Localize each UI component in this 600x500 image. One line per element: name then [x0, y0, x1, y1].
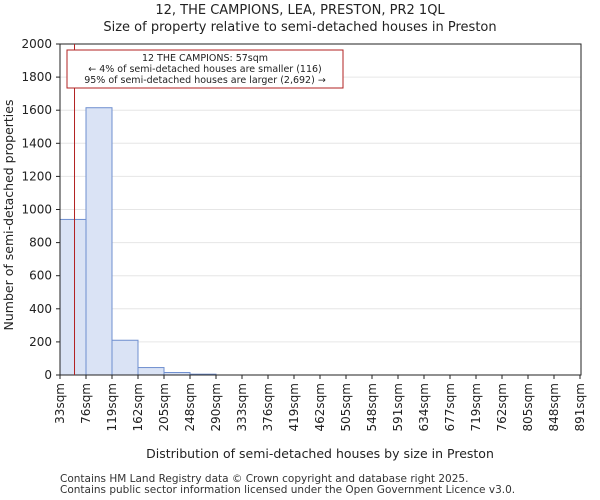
y-axis-label: Number of semi-detached properties: [1, 100, 16, 331]
x-tick-label: 162sqm: [131, 383, 145, 431]
x-tick-label: 419sqm: [287, 383, 301, 431]
histogram-bar: [85, 107, 113, 376]
x-tick-label: 376sqm: [261, 383, 275, 431]
histogram-bar: [111, 339, 139, 376]
y-tick-label: 1400: [21, 136, 52, 150]
y-tick-label: 1200: [21, 169, 52, 183]
y-tick-label: 1600: [21, 103, 52, 117]
x-tick-label: 76sqm: [79, 383, 93, 424]
x-tick-label: 462sqm: [313, 383, 327, 431]
x-tick-label: 762sqm: [495, 383, 509, 431]
y-tick-label: 400: [29, 302, 52, 316]
annotation-line-1: 12 THE CAMPIONS: 57sqm: [142, 53, 268, 64]
chart-title: 12, THE CAMPIONS, LEA, PRESTON, PR2 1QL: [155, 3, 445, 18]
x-axis-label: Distribution of semi-detached houses by …: [146, 446, 494, 461]
x-tick-label: 891sqm: [573, 383, 587, 431]
x-axis-ticks: 33sqm 76sqm 119sqm 162sqm 205sqm 248sqm 290sqm…: [53, 375, 587, 431]
y-tick-label: 600: [29, 269, 52, 283]
chart-subtitle: Size of property relative to semi-detach…: [103, 20, 497, 35]
x-tick-label: 805sqm: [521, 383, 535, 431]
x-tick-label: 248sqm: [183, 383, 197, 431]
x-tick-label: 33sqm: [53, 383, 67, 424]
footer-attribution-2: Contains public sector information licen…: [60, 484, 516, 496]
footer-attribution-1: Contains HM Land Registry data © Crown c…: [60, 473, 469, 485]
x-tick-label: 290sqm: [209, 383, 223, 431]
y-tick-label: 1000: [21, 203, 52, 217]
x-tick-label: 677sqm: [443, 383, 457, 431]
y-tick-label: 200: [29, 335, 52, 349]
x-tick-label: 591sqm: [391, 383, 405, 431]
bars: [59, 107, 217, 376]
histogram-bar: [59, 218, 87, 376]
y-axis-ticks: 0 200 400 600 800 1000 1200 1400 1600 1800 2000: [21, 37, 60, 382]
x-tick-label: 205sqm: [157, 383, 171, 431]
x-tick-label: 505sqm: [339, 383, 353, 431]
annotation-line-3: 95% of semi-detached houses are larger (…: [84, 75, 326, 86]
x-tick-label: 548sqm: [365, 383, 379, 431]
y-tick-label: 1800: [21, 70, 52, 84]
y-tick-label: 0: [44, 368, 52, 382]
y-tick-label: 2000: [21, 37, 52, 51]
x-tick-label: 634sqm: [417, 383, 431, 431]
plot-frame: [59, 43, 582, 376]
annotation-line-2: ← 4% of semi-detached houses are smaller…: [88, 64, 322, 75]
annotation-box: 12 THE CAMPIONS: 57sqm ← 4% of semi-deta…: [66, 49, 344, 89]
x-tick-label: 333sqm: [235, 383, 249, 431]
x-tick-label: 848sqm: [547, 383, 561, 431]
grid-lines: [60, 43, 581, 376]
histogram-bar: [137, 367, 165, 376]
x-tick-label: 119sqm: [105, 383, 119, 431]
y-tick-label: 800: [29, 236, 52, 250]
x-tick-label: 719sqm: [469, 383, 483, 431]
